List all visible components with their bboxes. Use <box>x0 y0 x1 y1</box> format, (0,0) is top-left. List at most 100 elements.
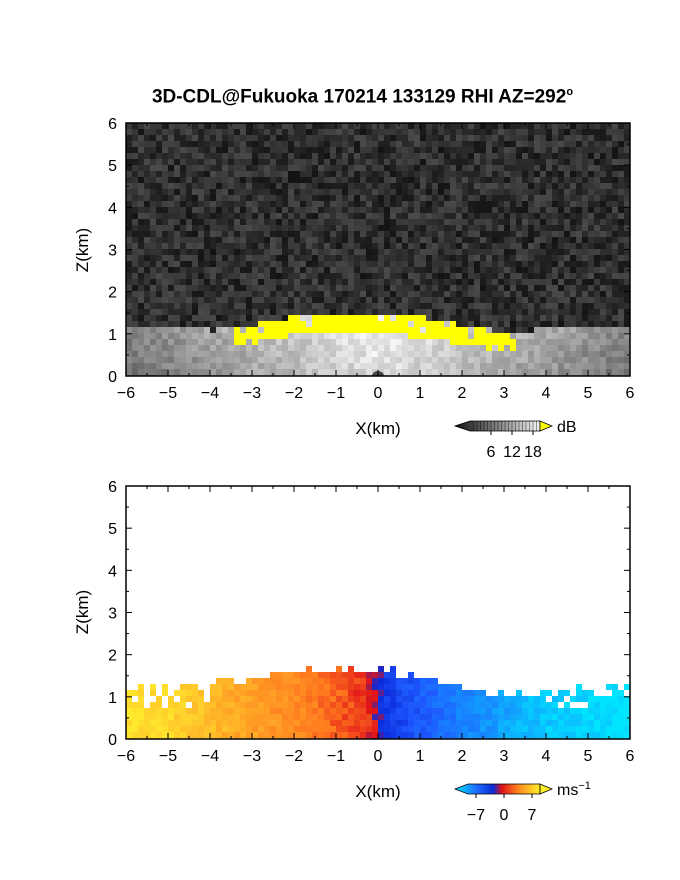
backscatter-cell <box>432 147 438 153</box>
backscatter-cell <box>324 273 330 279</box>
backscatter-cell <box>570 159 576 165</box>
velocity-cell <box>300 732 306 738</box>
backscatter-cell <box>252 249 258 255</box>
velocity-cell <box>132 690 138 696</box>
backscatter-cell <box>390 357 396 363</box>
backscatter-cell <box>504 357 510 363</box>
velocity-cell <box>222 684 228 690</box>
backscatter-cell <box>402 141 408 147</box>
velocity-cell <box>504 720 510 726</box>
top-x-tick-label: −4 <box>201 385 219 402</box>
backscatter-cell <box>378 177 384 183</box>
backscatter-cell <box>534 279 540 285</box>
backscatter-cell <box>624 369 630 375</box>
backscatter-cell <box>168 195 174 201</box>
backscatter-cell <box>564 171 570 177</box>
velocity-cell <box>408 702 414 708</box>
backscatter-cell <box>312 363 318 369</box>
backscatter-cell <box>564 249 570 255</box>
backscatter-cell <box>330 255 336 261</box>
backscatter-cell <box>132 123 138 129</box>
backscatter-cell <box>360 303 366 309</box>
velocity-colorbar-tick-label: 7 <box>528 807 537 824</box>
backscatter-cell <box>300 189 306 195</box>
backscatter-cell <box>594 345 600 351</box>
backscatter-cell <box>372 195 378 201</box>
backscatter-cell <box>480 159 486 165</box>
backscatter-cell <box>540 195 546 201</box>
backscatter-cell <box>618 261 624 267</box>
backscatter-cell <box>162 339 168 345</box>
backscatter-cell <box>150 249 156 255</box>
backscatter-cell <box>372 243 378 249</box>
backscatter-cell <box>342 273 348 279</box>
backscatter-cell <box>582 207 588 213</box>
backscatter-cell <box>606 303 612 309</box>
backscatter-cell <box>558 183 564 189</box>
backscatter-cell <box>426 195 432 201</box>
backscatter-cell <box>426 351 432 357</box>
velocity-cell <box>360 696 366 702</box>
backscatter-cell <box>342 255 348 261</box>
backscatter-cell <box>288 267 294 273</box>
backscatter-cell <box>474 351 480 357</box>
backscatter-cell <box>618 123 624 129</box>
velocity-cell <box>324 732 330 738</box>
backscatter-cell <box>174 231 180 237</box>
backscatter-cell <box>390 159 396 165</box>
backscatter-cell <box>624 201 630 207</box>
backscatter-cell <box>162 153 168 159</box>
backscatter-cell <box>246 141 252 147</box>
backscatter-cell <box>534 147 540 153</box>
backscatter-cell <box>624 279 630 285</box>
velocity-cell <box>618 714 624 720</box>
backscatter-cell <box>618 351 624 357</box>
velocity-cell <box>150 690 156 696</box>
backscatter-cell <box>582 327 588 333</box>
backscatter-cell <box>456 333 462 339</box>
backscatter-cell <box>336 237 342 243</box>
backscatter-cell <box>336 219 342 225</box>
backscatter-cell <box>570 309 576 315</box>
backscatter-cell <box>126 291 132 297</box>
backscatter-cell <box>540 123 546 129</box>
backscatter-cell <box>534 345 540 351</box>
velocity-cell <box>576 684 582 690</box>
backscatter-cell <box>516 135 522 141</box>
backscatter-cell <box>210 177 216 183</box>
backscatter-cell <box>498 345 504 351</box>
velocity-cell <box>258 720 264 726</box>
backscatter-cell <box>144 159 150 165</box>
backscatter-cell <box>198 177 204 183</box>
backscatter-cell <box>510 345 516 351</box>
backscatter-cell <box>618 309 624 315</box>
velocity-cell <box>288 690 294 696</box>
backscatter-cell <box>288 285 294 291</box>
backscatter-cell <box>216 327 222 333</box>
backscatter-cell <box>498 255 504 261</box>
backscatter-cell <box>486 195 492 201</box>
velocity-cell <box>372 726 378 732</box>
backscatter-cell <box>612 327 618 333</box>
backscatter-cell <box>390 309 396 315</box>
backscatter-cell <box>444 273 450 279</box>
velocity-cell <box>306 672 312 678</box>
backscatter-cell <box>270 207 276 213</box>
backscatter-cell <box>468 357 474 363</box>
backscatter-cell <box>174 141 180 147</box>
velocity-cell <box>432 732 438 738</box>
backscatter-cell <box>168 213 174 219</box>
backscatter-cell <box>402 267 408 273</box>
velocity-cell <box>594 696 600 702</box>
backscatter-cell <box>192 207 198 213</box>
backscatter-cell <box>168 231 174 237</box>
velocity-cell <box>306 678 312 684</box>
backscatter-cell <box>282 357 288 363</box>
velocity-cell <box>582 714 588 720</box>
backscatter-cell <box>576 339 582 345</box>
backscatter-cell <box>348 135 354 141</box>
backscatter-cell <box>348 231 354 237</box>
backscatter-cell <box>546 297 552 303</box>
backscatter-cell <box>132 225 138 231</box>
backscatter-cell <box>570 231 576 237</box>
